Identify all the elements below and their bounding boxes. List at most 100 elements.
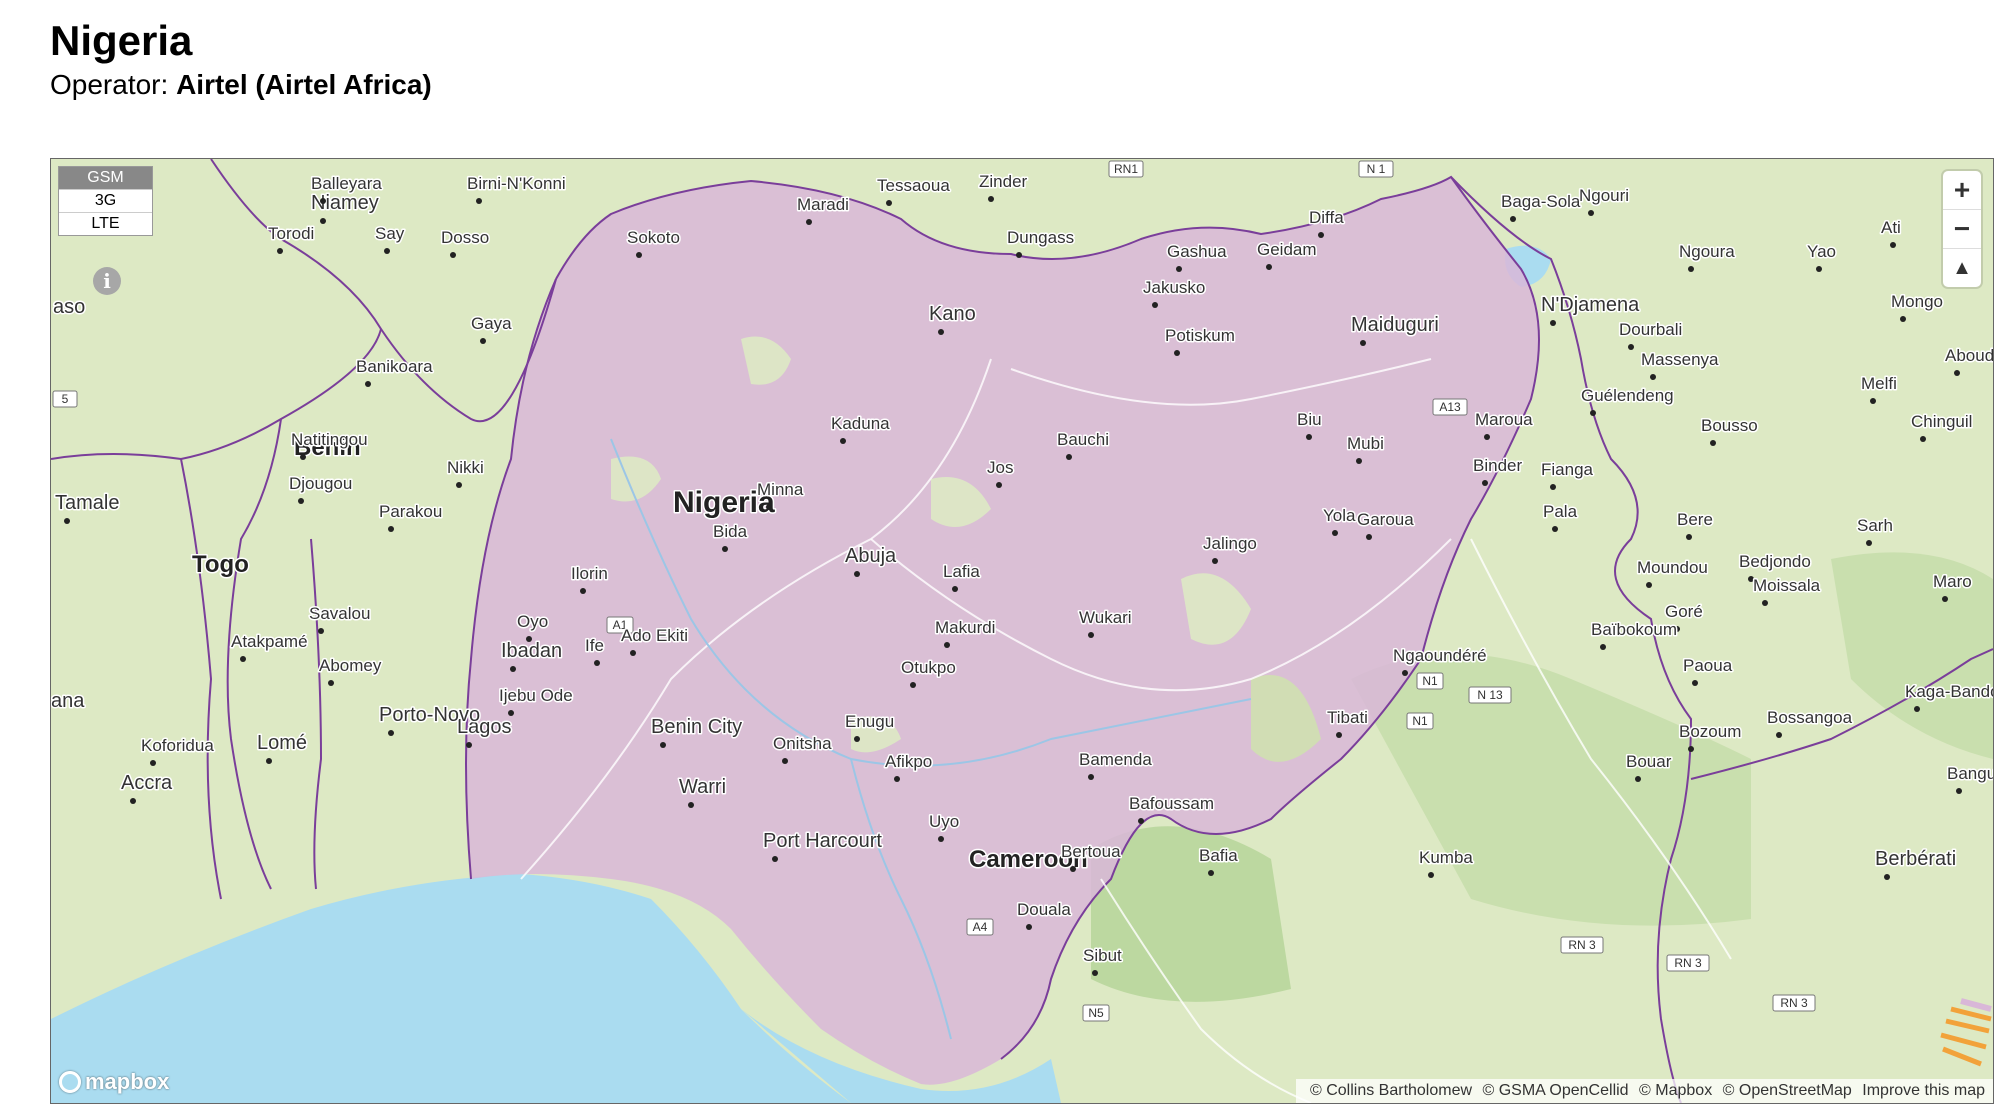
place-label: Maradi bbox=[797, 195, 849, 214]
place-marker bbox=[1510, 216, 1516, 222]
place-marker bbox=[476, 198, 482, 204]
zoom-out-button[interactable]: − bbox=[1943, 210, 1981, 249]
layer-lte[interactable]: LTE bbox=[91, 215, 120, 232]
place-label: Bafia bbox=[1199, 846, 1238, 865]
place-marker bbox=[1088, 774, 1094, 780]
place-label: Nigeria bbox=[673, 486, 775, 519]
improve-map-link[interactable]: Improve this map bbox=[1862, 1082, 1985, 1099]
place-label: Koforidua bbox=[141, 736, 214, 755]
mapbox-logo[interactable]: mapbox bbox=[59, 1069, 169, 1095]
no-coverage-patch bbox=[1181, 573, 1251, 645]
place-marker bbox=[1588, 210, 1594, 216]
place-tessaoua: Tessaoua bbox=[876, 175, 952, 206]
place-label: Atakpamé bbox=[231, 632, 308, 651]
place-label: Accra bbox=[121, 772, 173, 794]
place-marker bbox=[1942, 596, 1948, 602]
place-marker bbox=[944, 642, 950, 648]
place-birni-n-konni: Birni-N'Konni bbox=[466, 173, 567, 204]
place-label: Bere bbox=[1677, 510, 1713, 529]
place-label: Mongo bbox=[1891, 292, 1943, 311]
attribution-collins[interactable]: © Collins Bartholomew bbox=[1309, 1082, 1473, 1099]
place-label: Goré bbox=[1665, 602, 1703, 621]
place-label: Say bbox=[375, 224, 405, 243]
zoom-controls[interactable]: + − ▲ bbox=[1943, 171, 1981, 287]
place-marker bbox=[854, 736, 860, 742]
layer-3g[interactable]: 3G bbox=[59, 190, 152, 213]
place-label: Bousso bbox=[1701, 416, 1758, 435]
info-icon[interactable]: i bbox=[93, 267, 121, 295]
place-marker bbox=[938, 329, 944, 335]
place-kaga-bando: Kaga-Bando bbox=[1904, 681, 1993, 712]
place-label: Guélendeng bbox=[1581, 386, 1674, 405]
place-sibut: Sibut bbox=[1082, 945, 1124, 976]
attribution-mapbox[interactable]: © Mapbox bbox=[1639, 1082, 1713, 1099]
place-gashua: Gashua bbox=[1166, 241, 1229, 272]
place-label: Gashua bbox=[1167, 242, 1227, 261]
attribution-osm[interactable]: © OpenStreetMap bbox=[1722, 1082, 1852, 1099]
place-label: Dungass bbox=[1007, 228, 1074, 247]
coverage-map[interactable]: RN1 N 1 A13 A1 N1 N 13 N1 A4 N5 RN 3 RN 3 RN 3 5 Nig… bbox=[50, 158, 1994, 1104]
place-nikki: Nikki bbox=[446, 457, 485, 488]
reset-north-button[interactable]: ▲ bbox=[1952, 257, 1972, 279]
place-label: Bida bbox=[713, 522, 748, 541]
place-marker bbox=[1550, 320, 1556, 326]
place-label: Maro bbox=[1933, 572, 1972, 591]
road-shield: N1 bbox=[1406, 712, 1434, 730]
place-marker bbox=[1212, 558, 1218, 564]
place-label: Bangui bbox=[1947, 764, 1993, 783]
place-label: Lomé bbox=[257, 732, 307, 754]
place-label: Banikoara bbox=[356, 357, 433, 376]
place-marker bbox=[508, 710, 514, 716]
place-abuja: Abuja bbox=[844, 544, 899, 577]
place-djougou: Djougou bbox=[288, 473, 354, 504]
place-label: Ngaoundéré bbox=[1393, 646, 1487, 665]
road-shield-label: RN1 bbox=[1114, 162, 1138, 176]
place-jakusko: Jakusko bbox=[1142, 277, 1207, 308]
place-ibadan: Ibadan bbox=[500, 639, 564, 672]
road-shield: RN 3 bbox=[1560, 936, 1604, 954]
place-label: Afikpo bbox=[885, 752, 932, 771]
place-label: Paoua bbox=[1683, 656, 1733, 675]
place-ijebu-ode: Ijebu Ode bbox=[498, 685, 574, 716]
place-label: Dourbali bbox=[1619, 320, 1682, 339]
place-enugu: Enugu bbox=[844, 711, 896, 742]
place-moundou: Moundou bbox=[1636, 557, 1709, 588]
place-marker bbox=[894, 776, 900, 782]
place-marker bbox=[1138, 818, 1144, 824]
place-porto-novo: Porto-Novo bbox=[378, 703, 482, 736]
place-label: Binder bbox=[1473, 456, 1522, 475]
network-layer-selector[interactable]: GSM 3G LTE bbox=[58, 166, 153, 236]
place-mubi: Mubi bbox=[1346, 433, 1385, 464]
zoom-in-button[interactable]: + bbox=[1943, 171, 1981, 210]
river-niger-delta bbox=[850, 758, 952, 1040]
road-shield-label: A4 bbox=[973, 920, 988, 934]
road bbox=[1010, 358, 1432, 406]
place-savalou: Savalou bbox=[308, 603, 372, 634]
road-shield: N 13 bbox=[1468, 686, 1512, 704]
place-minna: Minna bbox=[756, 479, 805, 510]
place-label: Mubi bbox=[1347, 434, 1384, 453]
place-bousso: Bousso bbox=[1700, 415, 1759, 446]
place-bafia: Bafia bbox=[1198, 845, 1240, 876]
place-label: Bauchi bbox=[1057, 430, 1109, 449]
place-label: N'Djamena bbox=[1541, 294, 1640, 316]
place-label: Lafia bbox=[943, 562, 980, 581]
place-label: Natitingou bbox=[291, 430, 368, 449]
place-garoua: Garoua bbox=[1356, 509, 1416, 540]
place-dungass: Dungass bbox=[1006, 227, 1076, 258]
place-label: Bamenda bbox=[1079, 750, 1152, 769]
place-lom-: Lomé bbox=[256, 731, 309, 764]
road-shield: A13 bbox=[1432, 398, 1468, 416]
no-coverage-patch bbox=[741, 336, 791, 385]
place-mongo: Mongo bbox=[1890, 291, 1944, 322]
layer-gsm[interactable]: GSM bbox=[59, 167, 152, 190]
place-berb-rati: Berbérati bbox=[1874, 847, 1958, 880]
place-label: Abomey bbox=[319, 656, 382, 675]
place-label: Kano bbox=[929, 303, 976, 325]
attribution-gsma[interactable]: © GSMA OpenCellid bbox=[1482, 1082, 1629, 1099]
map-canvas[interactable]: RN1 N 1 A13 A1 N1 N 13 N1 A4 N5 RN 3 RN 3 RN 3 5 Nig… bbox=[51, 159, 1993, 1103]
place-marker bbox=[510, 666, 516, 672]
place-marker bbox=[1710, 440, 1716, 446]
road-shield-label: N5 bbox=[1088, 1006, 1104, 1020]
place-tibati: Tibati bbox=[1326, 707, 1369, 738]
